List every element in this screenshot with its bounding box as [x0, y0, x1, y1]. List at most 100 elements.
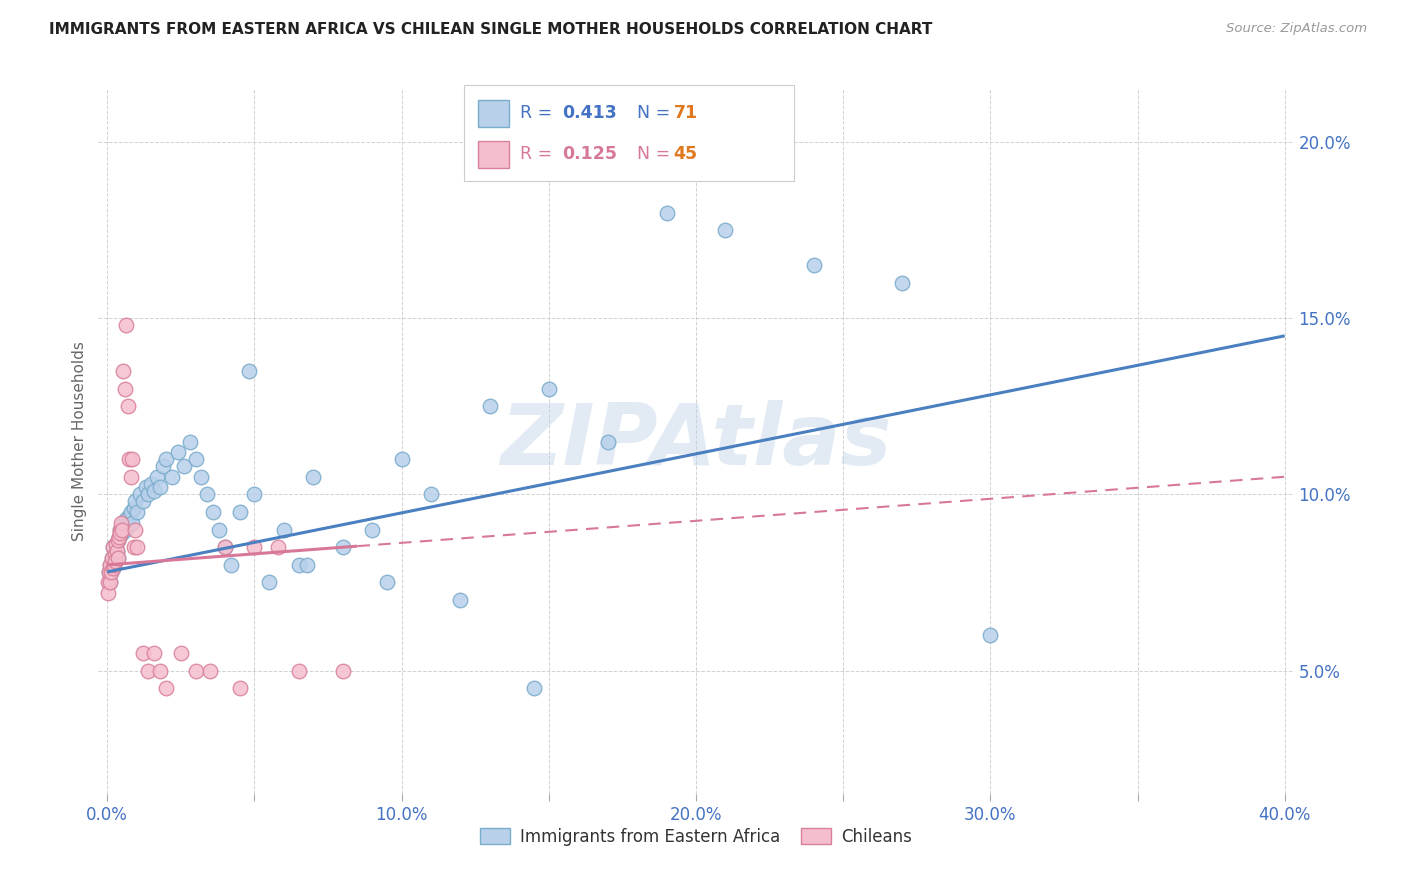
- Point: [120, 469, 142, 483]
- Point: [141, 476, 163, 491]
- Point: [100, 550, 122, 565]
- Point: [714, 223, 737, 237]
- Point: [100, 565, 122, 579]
- Point: [523, 681, 546, 696]
- Point: [115, 318, 138, 333]
- Point: [596, 434, 619, 449]
- Point: [100, 565, 122, 579]
- Point: [128, 487, 150, 501]
- Point: [98, 558, 121, 572]
- Point: [97, 575, 120, 590]
- Point: [302, 469, 325, 483]
- Point: [238, 364, 260, 378]
- Point: [111, 523, 134, 537]
- Point: [208, 523, 231, 537]
- Point: [228, 681, 250, 696]
- Point: [105, 543, 128, 558]
- Point: [105, 537, 128, 551]
- Text: ZIPAtlas: ZIPAtlas: [501, 400, 891, 483]
- Point: [114, 523, 136, 537]
- Point: [98, 575, 121, 590]
- Point: [104, 547, 127, 561]
- Point: [361, 523, 384, 537]
- Point: [101, 540, 124, 554]
- Point: [118, 452, 141, 467]
- Point: [107, 533, 129, 548]
- Point: [184, 664, 207, 678]
- Point: [257, 575, 280, 590]
- Point: [170, 646, 193, 660]
- Point: [118, 508, 141, 523]
- Point: [111, 526, 134, 541]
- Point: [243, 540, 266, 554]
- Point: [219, 558, 242, 572]
- Point: [267, 540, 290, 554]
- Point: [891, 276, 914, 290]
- Point: [138, 664, 160, 678]
- Point: [297, 558, 319, 572]
- Point: [105, 543, 128, 558]
- Point: [124, 523, 146, 537]
- Point: [107, 550, 129, 565]
- Point: [332, 540, 354, 554]
- Point: [155, 452, 177, 467]
- Point: [101, 561, 124, 575]
- Point: [112, 364, 135, 378]
- Point: [537, 382, 560, 396]
- Text: 45: 45: [673, 145, 697, 163]
- Point: [287, 664, 309, 678]
- Point: [117, 400, 139, 414]
- Point: [110, 523, 132, 537]
- Point: [149, 480, 172, 494]
- Point: [273, 523, 295, 537]
- Point: [202, 505, 225, 519]
- Point: [110, 516, 132, 530]
- Point: [131, 646, 153, 660]
- Point: [100, 550, 122, 565]
- Point: [108, 530, 131, 544]
- Point: [214, 540, 236, 554]
- Point: [125, 505, 148, 519]
- Point: [103, 558, 125, 572]
- Point: [124, 494, 146, 508]
- Point: [146, 469, 169, 483]
- Point: [167, 445, 190, 459]
- Point: [420, 487, 443, 501]
- Point: [98, 565, 121, 579]
- Point: [108, 523, 131, 537]
- Point: [101, 561, 124, 575]
- Point: [131, 494, 153, 508]
- Point: [110, 526, 132, 541]
- Point: [103, 558, 125, 572]
- Point: [108, 530, 131, 544]
- Point: [121, 516, 143, 530]
- Point: [97, 586, 120, 600]
- Point: [112, 516, 135, 530]
- Text: Source: ZipAtlas.com: Source: ZipAtlas.com: [1226, 22, 1367, 36]
- Point: [214, 540, 236, 554]
- Text: N =: N =: [637, 145, 676, 163]
- Point: [114, 382, 136, 396]
- Point: [160, 469, 183, 483]
- Point: [97, 565, 120, 579]
- Point: [195, 487, 218, 501]
- Point: [979, 628, 1001, 642]
- Point: [803, 259, 825, 273]
- Point: [107, 550, 129, 565]
- Text: N =: N =: [637, 104, 676, 122]
- Point: [107, 533, 129, 548]
- Point: [120, 505, 142, 519]
- Point: [117, 519, 139, 533]
- Point: [121, 452, 143, 467]
- Point: [149, 664, 172, 678]
- Point: [104, 554, 127, 568]
- Text: R =: R =: [520, 104, 558, 122]
- Point: [104, 547, 127, 561]
- Point: [122, 501, 145, 516]
- Point: [98, 558, 121, 572]
- Point: [478, 400, 501, 414]
- Y-axis label: Single Mother Households: Single Mother Households: [72, 342, 87, 541]
- Point: [134, 480, 156, 494]
- Text: R =: R =: [520, 145, 558, 163]
- Point: [200, 664, 222, 678]
